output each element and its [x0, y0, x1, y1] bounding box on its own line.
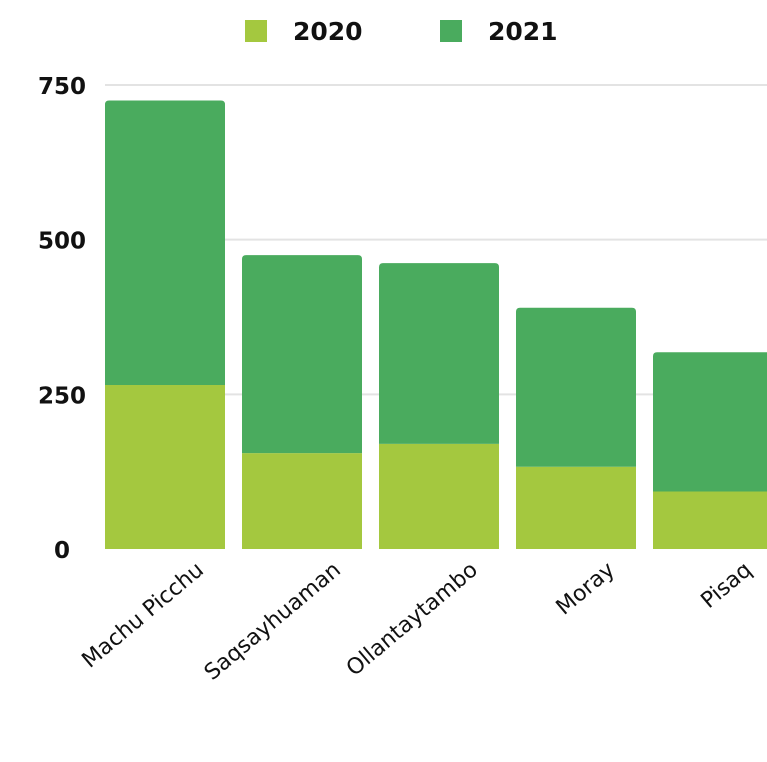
bar-2021-saqsayhuaman [242, 255, 362, 454]
legend: 2020 2021 [245, 17, 558, 46]
bar-2020-machu-picchu [105, 385, 225, 549]
x-category-label: Saqsayhuaman [200, 557, 346, 685]
y-tick-label: 0 [54, 538, 70, 564]
y-tick-label: 750 [38, 74, 86, 100]
legend-swatch-2021 [440, 20, 462, 42]
bar-2020-saqsayhuaman [242, 453, 362, 549]
y-axis-tick-labels: 0 250 500 750 [38, 74, 86, 564]
legend-label-2021: 2021 [488, 17, 558, 46]
bar-2021-moray [516, 307, 636, 467]
y-tick-label: 500 [38, 229, 86, 255]
y-tick-label: 250 [38, 383, 86, 409]
bars [105, 100, 767, 549]
legend-label-2020: 2020 [293, 17, 363, 46]
x-category-label: Ollantaytambo [342, 557, 483, 681]
bar-2020-ollantaytambo [379, 443, 499, 549]
legend-swatch-2020 [245, 20, 267, 42]
bar-2021-machu-picchu [105, 100, 225, 386]
x-category-label: Moray [552, 557, 620, 620]
x-category-label: Machu Picchu [78, 557, 209, 673]
bar-2020-moray [516, 466, 636, 549]
bar-2021-pisaq [653, 352, 767, 492]
x-category-label: Pisaq [697, 557, 757, 613]
bar-2021-ollantaytambo [379, 263, 499, 444]
bar-2020-pisaq [653, 491, 767, 549]
